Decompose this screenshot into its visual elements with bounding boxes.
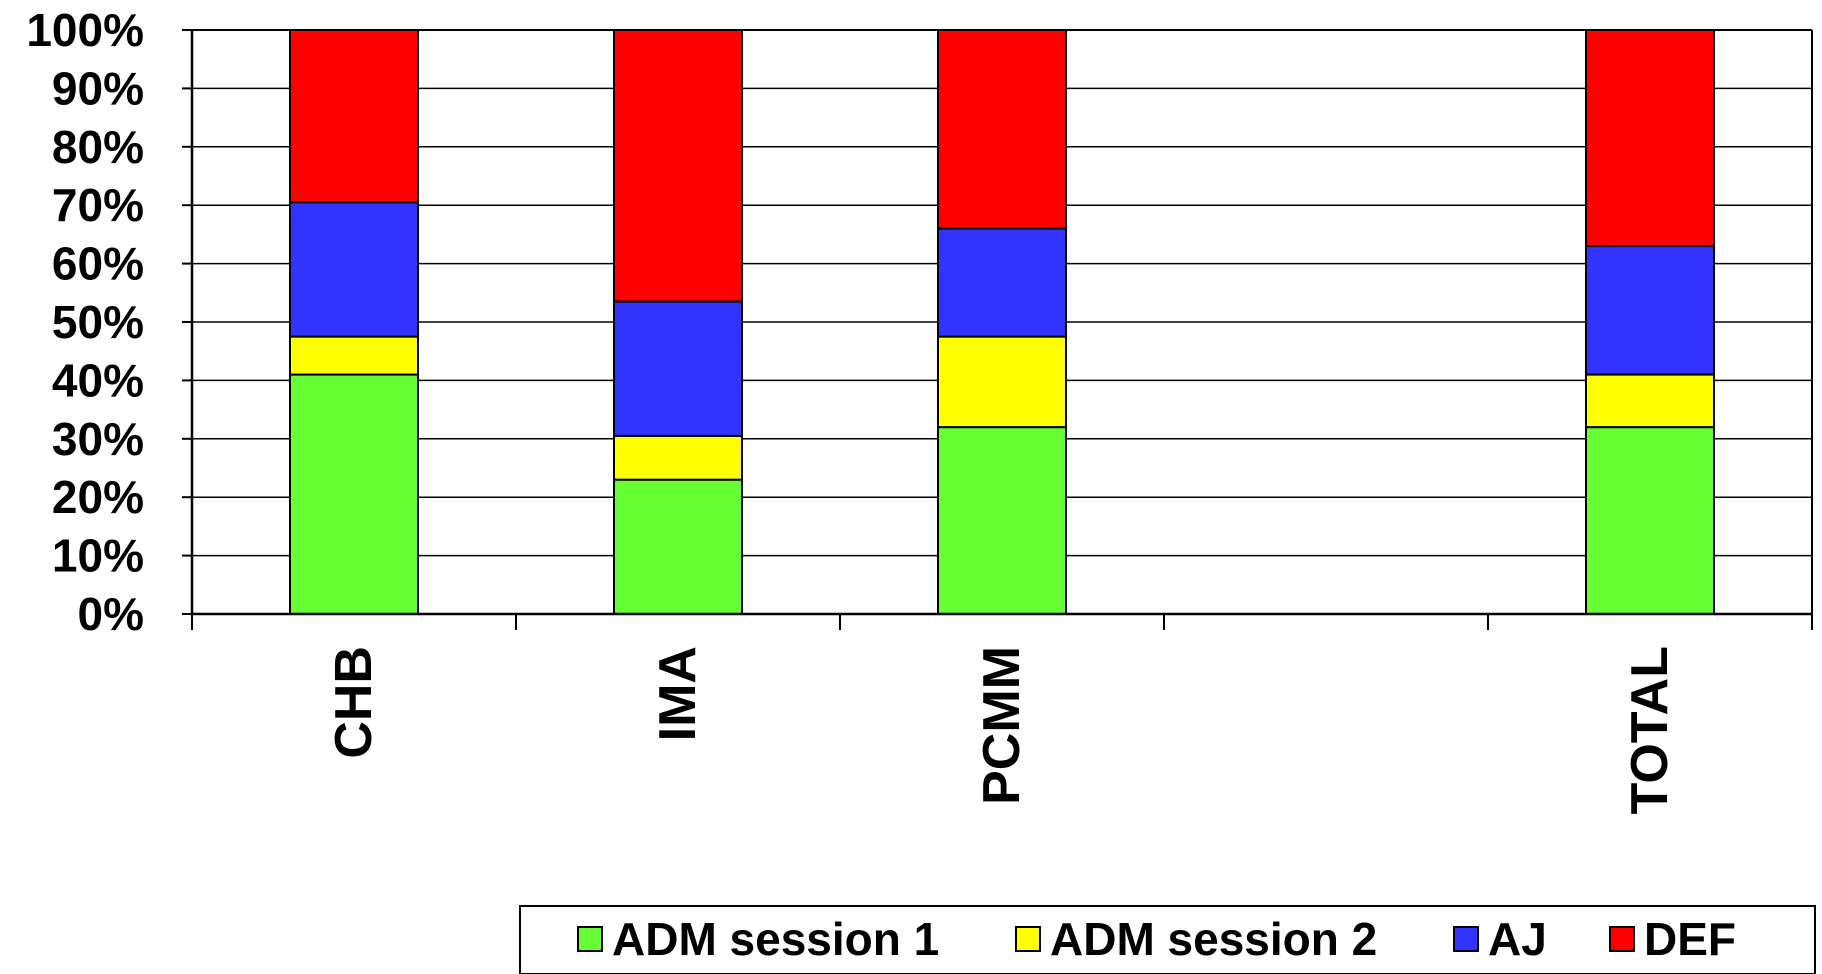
y-tick-label: 90%	[52, 62, 144, 114]
legend-label: ADM session 2	[1050, 913, 1377, 965]
bar-segment	[937, 335, 1067, 429]
legend-swatch	[1609, 926, 1635, 952]
bar-segment	[1585, 426, 1715, 615]
y-tick-label: 100%	[26, 4, 144, 56]
category-label: TOTAL	[1621, 646, 1679, 815]
x-axis-ticks	[191, 614, 1813, 630]
bar-segment	[937, 29, 1067, 230]
y-tick-label: 10%	[52, 530, 144, 582]
bar-segment	[613, 29, 743, 303]
category-label: CHB	[325, 646, 383, 759]
category-labels: CHB IMA PCMM TOTAL	[325, 646, 1679, 815]
legend-swatch	[577, 926, 603, 952]
bar-segment	[289, 373, 419, 615]
y-tick-label: 60%	[52, 238, 144, 290]
y-tick-label: 70%	[52, 179, 144, 231]
legend: ADM session 1 ADM session 2 AJ DEF	[519, 905, 1816, 974]
bar-segment	[937, 426, 1067, 615]
bar-segment	[1585, 373, 1715, 429]
legend-label: DEF	[1644, 913, 1736, 965]
y-axis-ticks: 0% 10% 20% 30% 40% 50% 60% 70% 80% 90% 100%	[26, 4, 192, 640]
bar-segment	[289, 201, 419, 338]
bar-segment	[613, 478, 743, 615]
axes	[190, 29, 1813, 616]
legend-box	[519, 905, 1816, 974]
y-tick-label: 30%	[52, 413, 144, 465]
legend-label: AJ	[1488, 913, 1547, 965]
bar-segment	[289, 335, 419, 376]
bar-segment	[613, 300, 743, 437]
y-tick-label: 80%	[52, 121, 144, 173]
category-label: IMA	[649, 646, 707, 741]
legend-label: ADM session 1	[612, 913, 939, 965]
bars	[289, 29, 1715, 615]
legend-swatch	[1453, 926, 1479, 952]
y-tick-label: 50%	[52, 296, 144, 348]
bar-segment	[289, 29, 419, 204]
y-tick-label: 0%	[78, 588, 144, 640]
category-label: PCMM	[973, 646, 1031, 805]
y-tick-label: 40%	[52, 354, 144, 406]
legend-swatch	[1015, 926, 1041, 952]
bar-segment	[937, 227, 1067, 338]
bar-segment	[1585, 29, 1715, 248]
bar-segment	[1585, 245, 1715, 376]
bar-segment	[613, 434, 743, 481]
y-tick-label: 20%	[52, 471, 144, 523]
